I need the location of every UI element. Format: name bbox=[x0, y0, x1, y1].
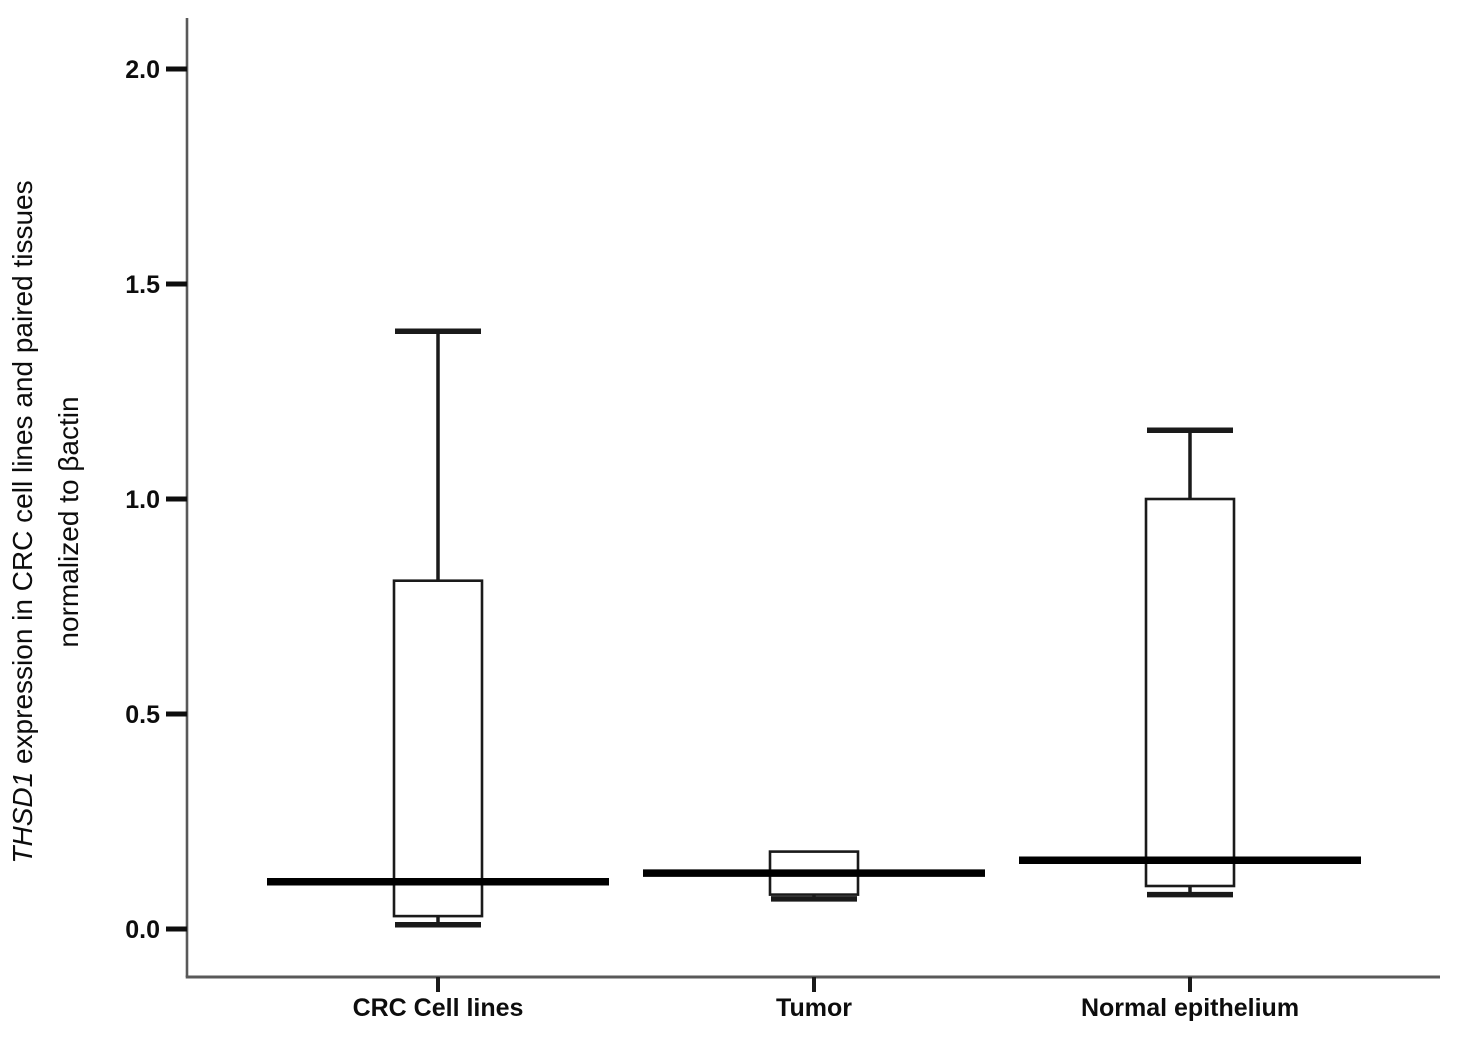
y-axis-label-line1: THSD1 expression in CRC cell lines and p… bbox=[7, 180, 38, 863]
x-category-label: Tumor bbox=[776, 994, 852, 1022]
y-tick-label: 1.0 bbox=[125, 486, 160, 514]
y-axis-label-gene-name: THSD1 bbox=[7, 772, 38, 864]
x-category-label: Normal epithelium bbox=[1081, 994, 1299, 1022]
box-iqr bbox=[1144, 497, 1236, 888]
y-axis-label-line2: normalized to βactin bbox=[53, 396, 84, 647]
y-tick-label: 2.0 bbox=[125, 56, 160, 84]
y-tick-label: 0.0 bbox=[125, 916, 160, 944]
box-iqr bbox=[392, 579, 484, 918]
x-category-label: CRC Cell lines bbox=[353, 994, 524, 1022]
y-tick-label: 0.5 bbox=[125, 701, 160, 729]
y-tick-label: 1.5 bbox=[125, 271, 160, 299]
y-axis-label-line1-rest: expression in CRC cell lines and paired … bbox=[7, 180, 38, 771]
